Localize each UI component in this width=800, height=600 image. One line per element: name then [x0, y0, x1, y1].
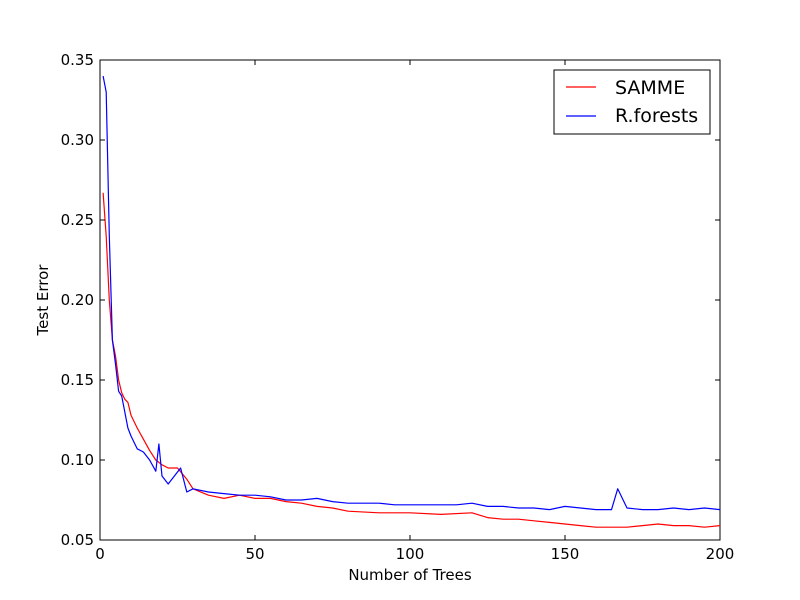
legend: SAMME R.forests [553, 69, 711, 135]
series-line-r-forests [102, 75, 721, 511]
y-tick-label: 0.30 [61, 131, 94, 149]
legend-label-rforests: R.forests [615, 105, 698, 127]
ticks-layer: 0 50 100 150 200 0.05 0.10 0.15 0.20 0.25 0.30 0.35 [61, 51, 735, 563]
series-line-samme [102, 192, 721, 528]
y-tick-label: 0.35 [61, 51, 94, 69]
x-tick-label: 50 [245, 545, 264, 563]
y-tick-label: 0.25 [61, 211, 94, 229]
y-axis-label: Test Error [34, 264, 52, 337]
legend-box [553, 69, 711, 135]
x-tick-label: 150 [551, 545, 580, 563]
y-tick-label: 0.05 [61, 531, 94, 549]
plot-area [99, 59, 721, 541]
x-tick-label: 100 [396, 545, 425, 563]
x-tick-label: 0 [95, 545, 105, 563]
x-tick-label: 200 [706, 545, 735, 563]
y-tick-label: 0.10 [61, 451, 94, 469]
y-tick-label: 0.15 [61, 371, 94, 389]
x-axis-label: Number of Trees [348, 566, 472, 584]
y-tick-label: 0.20 [61, 291, 94, 309]
legend-label-samme: SAMME [615, 77, 685, 99]
series-layer [102, 75, 721, 528]
